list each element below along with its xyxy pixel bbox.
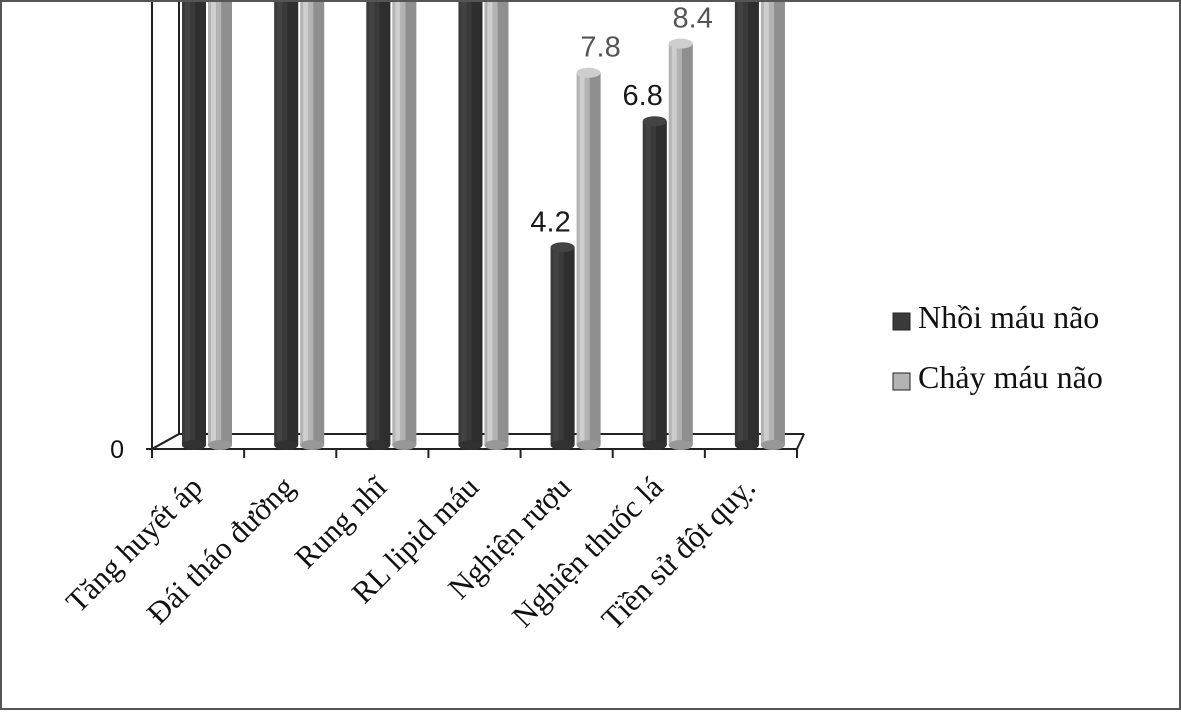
bar [208, 2, 232, 450]
data-label: 7.8 [580, 32, 620, 64]
bar-shade [655, 121, 667, 445]
bar-base [208, 440, 232, 450]
bars [182, 2, 785, 450]
bar-shade [405, 2, 417, 445]
bar-base [642, 440, 667, 450]
bar-top [642, 116, 667, 127]
bar [668, 38, 693, 450]
data-labels: 66.474.126.724.125.621.164.250.34.27.86.… [530, 3, 713, 239]
bar-base [182, 440, 206, 450]
bar-shade [195, 2, 206, 445]
bar-shade [313, 2, 325, 445]
bar-highlight [303, 2, 309, 445]
bar-shade [471, 2, 483, 445]
bar-base [760, 440, 785, 450]
bar [734, 2, 759, 450]
data-label: 4.2 [530, 206, 570, 238]
legend: Nhồi máu não Chảy máu não [892, 299, 1103, 395]
bar-shade [563, 247, 575, 445]
bar-highlight [763, 2, 769, 445]
bar [760, 2, 785, 450]
bar-highlight [645, 121, 651, 445]
bar-shade [681, 43, 693, 445]
bar-base [484, 440, 509, 450]
bar [274, 2, 299, 450]
bar-base [734, 440, 759, 450]
bar-shade [589, 72, 601, 445]
bar-top [550, 242, 575, 253]
bar-top [576, 67, 601, 78]
bar-highlight [579, 72, 585, 445]
bar [366, 2, 391, 450]
bar-base [274, 440, 299, 450]
bar-base [668, 440, 693, 450]
legend-label: Chảy máu não [918, 359, 1103, 395]
data-label: 8.4 [673, 3, 713, 35]
bar-base [366, 440, 391, 450]
bar-highlight [737, 2, 743, 446]
floor-right-edge [796, 433, 805, 450]
bar-base [576, 440, 601, 450]
bar-shade [379, 2, 391, 445]
data-label: 6.8 [623, 80, 663, 112]
bar-highlight [211, 2, 216, 445]
bar-base [392, 440, 417, 450]
legend-swatch [892, 372, 911, 391]
bar-shade [497, 2, 509, 445]
bar [458, 2, 483, 450]
bar-highlight [277, 2, 283, 445]
bar-base [550, 440, 575, 450]
bar-highlight [671, 43, 677, 445]
bar-highlight [369, 2, 375, 445]
bar-highlight [395, 2, 401, 445]
bar [300, 2, 325, 450]
bar-highlight [185, 2, 190, 445]
bar [642, 116, 667, 450]
bar [550, 242, 575, 450]
bar-shade [287, 2, 299, 445]
bar [392, 2, 417, 450]
bar-highlight [461, 2, 467, 445]
bar-highlight [553, 247, 559, 445]
y-tick-label: 0 [110, 436, 124, 464]
bar-shade [221, 2, 232, 445]
bar-shade [748, 2, 759, 446]
bar [484, 2, 509, 450]
bar [182, 2, 206, 450]
bar-top [668, 38, 693, 49]
bar [576, 67, 601, 450]
bar-highlight [487, 2, 493, 445]
bar-base [300, 440, 325, 450]
bar-base [458, 440, 483, 450]
legend-swatch [892, 312, 911, 331]
bar-shade [774, 2, 785, 445]
legend-label: Nhồi máu não [918, 299, 1099, 335]
